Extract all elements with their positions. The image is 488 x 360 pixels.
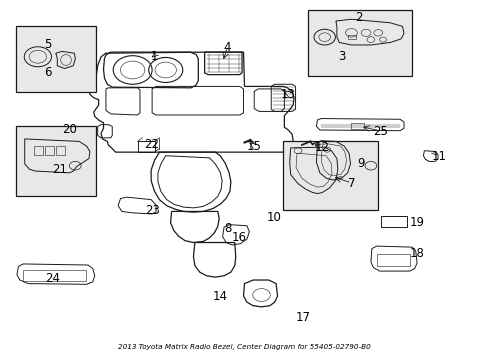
Bar (283, 141, 377, 210)
Text: 13: 13 (280, 88, 295, 101)
Bar (34, 146, 43, 155)
Text: 23: 23 (144, 204, 159, 217)
Bar (45, 146, 54, 155)
Text: 22: 22 (144, 138, 159, 151)
Bar (376, 254, 409, 266)
Text: 7: 7 (347, 177, 354, 190)
Text: 2013 Toyota Matrix Radio Bezel, Center Diagram for 55405-02790-B0: 2013 Toyota Matrix Radio Bezel, Center D… (118, 343, 370, 350)
Text: 12: 12 (314, 141, 329, 154)
Bar (351, 123, 363, 129)
Text: 11: 11 (430, 150, 446, 163)
Text: 6: 6 (44, 66, 51, 79)
Text: 15: 15 (246, 140, 261, 153)
Bar (16, 26, 96, 93)
Bar (307, 10, 411, 76)
Text: 21: 21 (52, 163, 67, 176)
Text: 19: 19 (409, 216, 424, 229)
Bar (137, 141, 154, 152)
Text: 17: 17 (295, 311, 310, 324)
Bar (23, 270, 86, 281)
Text: 8: 8 (224, 222, 231, 235)
Text: 16: 16 (232, 231, 246, 244)
Text: 5: 5 (44, 38, 51, 51)
Text: 1: 1 (150, 50, 158, 63)
Bar (56, 146, 64, 155)
Bar (380, 216, 407, 227)
Text: 18: 18 (409, 247, 424, 260)
Text: 25: 25 (372, 125, 387, 138)
Text: 14: 14 (212, 289, 227, 303)
Text: 10: 10 (265, 211, 281, 224)
Text: 2: 2 (354, 11, 362, 24)
Text: 24: 24 (45, 272, 60, 285)
Bar (347, 35, 356, 39)
Text: 20: 20 (62, 123, 77, 136)
Text: 9: 9 (357, 157, 364, 170)
Text: 3: 3 (337, 50, 345, 63)
Text: 4: 4 (224, 41, 231, 54)
Bar (16, 126, 96, 196)
